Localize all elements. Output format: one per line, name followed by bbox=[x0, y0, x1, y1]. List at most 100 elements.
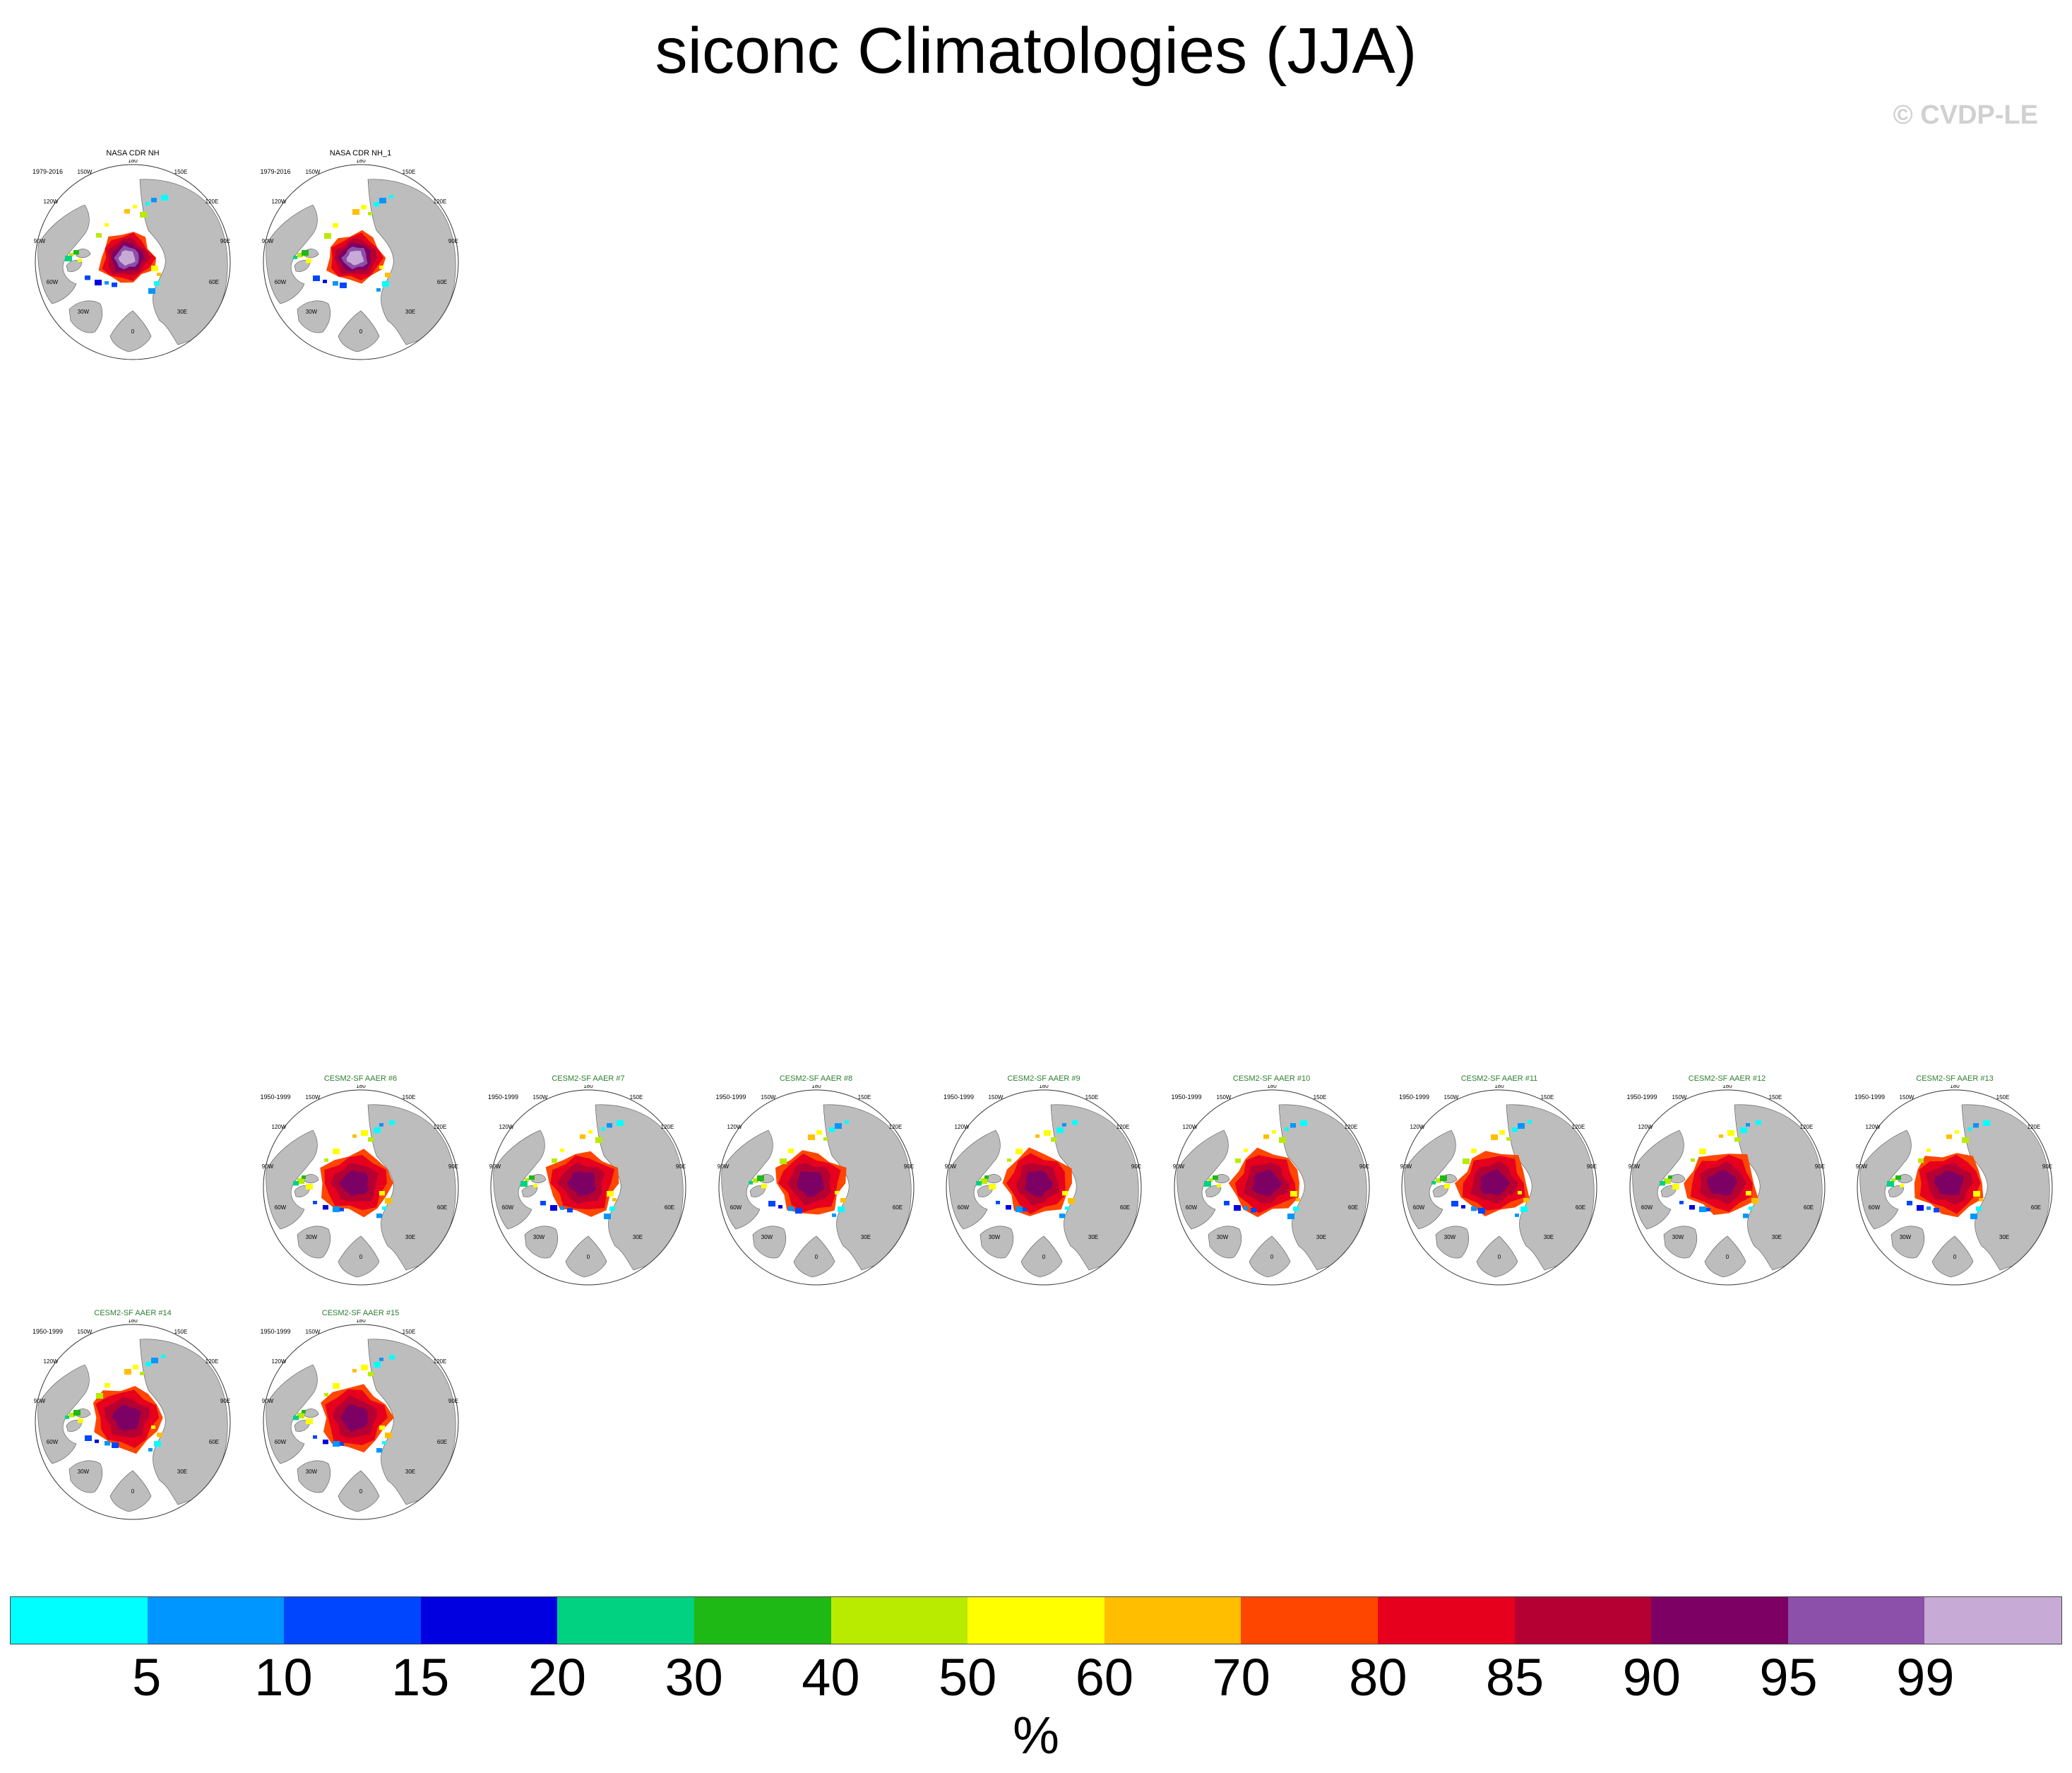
longitude-label: 30E bbox=[177, 309, 187, 315]
land-mass bbox=[823, 1104, 911, 1271]
longitude-label: 90W bbox=[261, 1398, 273, 1404]
ice-edge-cell bbox=[151, 266, 158, 271]
land-mass bbox=[265, 1129, 318, 1230]
land-mass bbox=[304, 1174, 318, 1184]
longitude-label: 90E bbox=[1359, 1163, 1369, 1170]
ice-edge-cell bbox=[292, 1416, 299, 1421]
ice-edge-cell bbox=[787, 1206, 794, 1211]
longitude-label: 0 bbox=[359, 1488, 362, 1495]
map-panel: CESM2-SF AAER #10 1950-1999 180 150E 120E 90E… bbox=[1166, 1074, 1378, 1300]
colorbar bbox=[10, 1596, 2062, 1644]
longitude-label: 120E bbox=[206, 1358, 219, 1365]
longitude-label: 180 bbox=[1950, 1085, 1960, 1089]
colorbar-box bbox=[830, 1597, 968, 1644]
ice-edge-cell bbox=[1062, 1123, 1066, 1127]
ice-edge-cell bbox=[1216, 1184, 1221, 1187]
panel-period: 1950-1999 bbox=[260, 1328, 291, 1335]
colorbar-tick-label: 95 bbox=[1759, 1648, 1818, 1707]
panel-title: CESM2-SF AAER #9 bbox=[1007, 1074, 1080, 1083]
ice-edge-cell bbox=[323, 1158, 328, 1162]
polar-map: 180 150E 120E 90E 60E 30E 0 30W 60W 90W 120W 150W bbox=[261, 160, 458, 360]
ice-edge-cell bbox=[1007, 1158, 1011, 1162]
ice-edge-cell bbox=[989, 1184, 996, 1190]
ice-edge-cell bbox=[332, 1149, 340, 1154]
ice-concentration-contour bbox=[567, 1171, 597, 1197]
ice-edge-cell bbox=[376, 1448, 382, 1453]
ice-edge-cell bbox=[552, 1158, 557, 1163]
ice-edge-cell bbox=[161, 195, 168, 201]
longitude-label: 150E bbox=[402, 1094, 415, 1101]
longitude-label: 120E bbox=[888, 1124, 902, 1130]
ice-edge-cell bbox=[367, 212, 372, 215]
ice-edge-cell bbox=[1461, 1205, 1465, 1209]
land-mass bbox=[1670, 1174, 1685, 1184]
longitude-label: 90E bbox=[220, 1398, 230, 1404]
longitude-label: 180 bbox=[128, 1320, 138, 1324]
colorbar-box bbox=[1241, 1597, 1378, 1644]
ice-edge-cell bbox=[360, 1130, 368, 1136]
ice-edge-cell bbox=[1755, 1120, 1761, 1125]
colorbar-box bbox=[1377, 1597, 1515, 1644]
longitude-label: 0 bbox=[131, 1488, 135, 1495]
land-mass bbox=[1704, 1235, 1746, 1278]
ice-edge-cell bbox=[352, 209, 359, 215]
longitude-label: 90E bbox=[1131, 1163, 1141, 1170]
longitude-label: 30E bbox=[405, 1234, 415, 1240]
polar-map: 180 150E 120E 90E 60E 30E 0 30W 60W 90W 120W 150W bbox=[489, 1085, 686, 1286]
longitude-label: 150E bbox=[174, 169, 188, 175]
land-mass bbox=[69, 1460, 103, 1493]
ice-edge-cell bbox=[996, 1201, 1000, 1204]
longitude-label: 60E bbox=[436, 1439, 446, 1445]
ice-edge-cell bbox=[1976, 1206, 1982, 1211]
land-mass bbox=[1278, 1104, 1367, 1271]
ice-edge-cell bbox=[124, 209, 130, 214]
longitude-label: 120W bbox=[499, 1124, 514, 1130]
land-mass bbox=[1663, 1226, 1697, 1259]
polar-map: 180 150E 120E 90E 60E 30E 0 30W 60W 90W 120W 150W bbox=[34, 1320, 231, 1520]
ice-edge-cell bbox=[1705, 1208, 1710, 1211]
longitude-label: 30W bbox=[305, 1234, 317, 1240]
colorbar-tick-label: 10 bbox=[254, 1648, 313, 1707]
ice-edge-cell bbox=[1471, 1206, 1477, 1211]
longitude-label: 30W bbox=[533, 1234, 545, 1240]
ice-edge-cell bbox=[373, 202, 379, 207]
map-panel: CESM2-SF AAER #11 1950-1999 180 150E 120E 90E… bbox=[1393, 1074, 1605, 1300]
ice-edge-cell bbox=[1023, 1208, 1027, 1211]
land-mass bbox=[37, 1364, 90, 1464]
longitude-label: 30E bbox=[633, 1234, 643, 1240]
ice-edge-cell bbox=[1523, 1198, 1529, 1203]
ice-edge-cell bbox=[322, 280, 327, 283]
land-mass bbox=[297, 1460, 331, 1493]
colorbar-tick-label: 30 bbox=[665, 1648, 723, 1707]
ice-edge-cell bbox=[1208, 1178, 1213, 1182]
ice-edge-cell bbox=[1979, 1198, 1983, 1202]
land-mass bbox=[367, 179, 456, 345]
ice-edge-cell bbox=[1745, 1191, 1751, 1196]
ice-edge-cell bbox=[332, 1441, 340, 1447]
polar-map: 180 150E 120E 90E 60E 30E 0 30W 60W 90W 120W 150W bbox=[1856, 1085, 2053, 1286]
ice-edge-cell bbox=[1016, 1149, 1023, 1154]
longitude-label: 60E bbox=[436, 279, 446, 285]
longitude-label: 90W bbox=[1628, 1163, 1640, 1170]
land-mass bbox=[1734, 1104, 1822, 1271]
longitude-label: 60W bbox=[1641, 1204, 1653, 1211]
ice-edge-cell bbox=[69, 253, 73, 256]
ice-edge-cell bbox=[78, 1418, 83, 1423]
land-mass bbox=[338, 1235, 379, 1278]
longitude-label: 120W bbox=[1866, 1124, 1881, 1130]
longitude-label: 90W bbox=[261, 238, 273, 244]
longitude-label: 120E bbox=[433, 1358, 446, 1365]
panel-period: 1950-1999 bbox=[1399, 1093, 1430, 1101]
ice-edge-cell bbox=[1463, 1158, 1470, 1164]
ice-edge-cell bbox=[154, 1441, 161, 1447]
ice-edge-cell bbox=[112, 283, 117, 287]
ice-edge-cell bbox=[360, 1365, 368, 1370]
polar-map: 180 150E 120E 90E 60E 30E 0 30W 60W 90W 120W 150W bbox=[34, 160, 231, 360]
longitude-label: 90E bbox=[448, 1163, 458, 1170]
ice-edge-cell bbox=[976, 1181, 982, 1186]
panel-period: 1950-1999 bbox=[488, 1093, 519, 1101]
longitude-label: 30E bbox=[1544, 1234, 1554, 1240]
ice-edge-cell bbox=[95, 280, 102, 285]
ice-concentration-contour bbox=[797, 1171, 824, 1197]
ice-edge-cell bbox=[807, 1134, 815, 1140]
